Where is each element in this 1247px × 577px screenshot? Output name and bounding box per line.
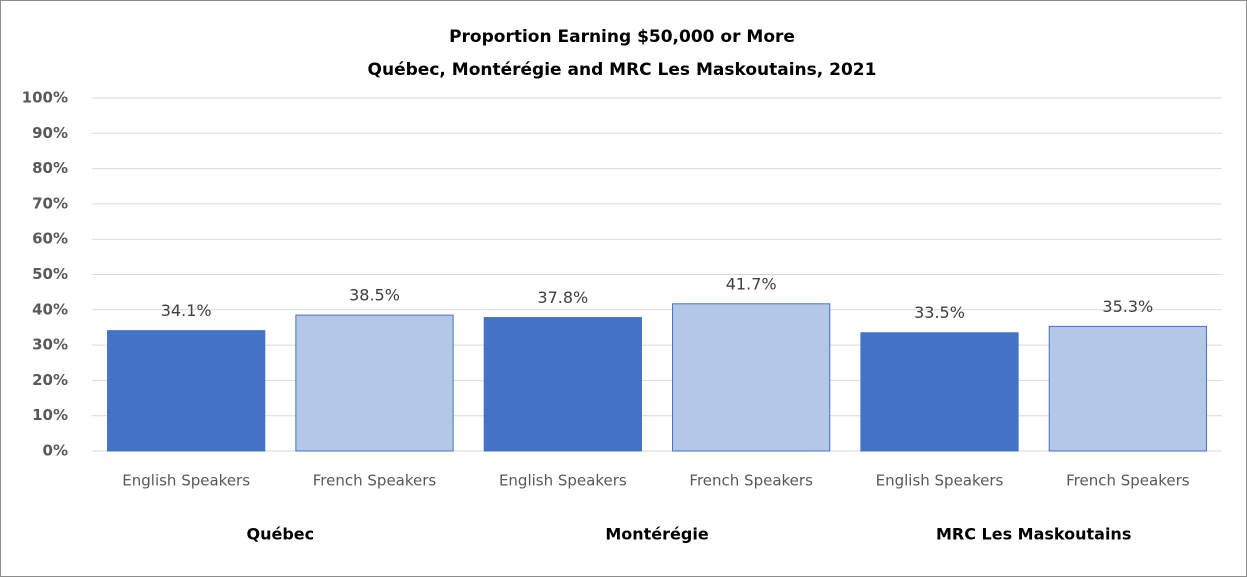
y-tick-label: 20% xyxy=(32,371,68,389)
group-label: Montérégie xyxy=(605,525,708,544)
bar xyxy=(295,314,454,452)
value-label: 33.5% xyxy=(914,303,965,322)
value-label: 41.7% xyxy=(726,274,777,293)
bar xyxy=(107,330,266,452)
y-tick-label: 100% xyxy=(22,89,68,107)
bar xyxy=(1048,325,1207,452)
y-tick-label: 30% xyxy=(32,336,68,354)
x-tick-label: English Speakers xyxy=(499,472,627,490)
chart-subtitle: Québec, Montérégie and MRC Les Maskoutai… xyxy=(368,60,877,80)
group-label: MRC Les Maskoutains xyxy=(936,525,1131,544)
chart-title: Proportion Earning $50,000 or More xyxy=(449,27,795,47)
y-tick-label: 50% xyxy=(32,265,68,283)
x-tick-label: French Speakers xyxy=(313,472,437,490)
bar xyxy=(483,317,642,452)
y-tick-label: 60% xyxy=(32,230,68,248)
x-tick-label: French Speakers xyxy=(689,472,813,490)
value-label: 34.1% xyxy=(161,301,212,320)
y-tick-label: 0% xyxy=(43,442,68,460)
x-tick-label: English Speakers xyxy=(122,472,250,490)
x-tick-label: English Speakers xyxy=(876,472,1004,490)
y-tick-label: 70% xyxy=(32,194,68,212)
y-tick-label: 10% xyxy=(32,406,68,424)
value-label: 37.8% xyxy=(537,288,588,307)
value-label: 38.5% xyxy=(349,286,400,305)
x-tick-label: French Speakers xyxy=(1066,472,1190,490)
y-tick-label: 40% xyxy=(32,300,68,318)
y-tick-label: 80% xyxy=(32,159,68,177)
bar xyxy=(860,332,1019,452)
group-label: Québec xyxy=(247,525,315,544)
y-tick-label: 90% xyxy=(32,124,68,142)
bar xyxy=(672,303,831,452)
value-label: 35.3% xyxy=(1102,297,1153,316)
